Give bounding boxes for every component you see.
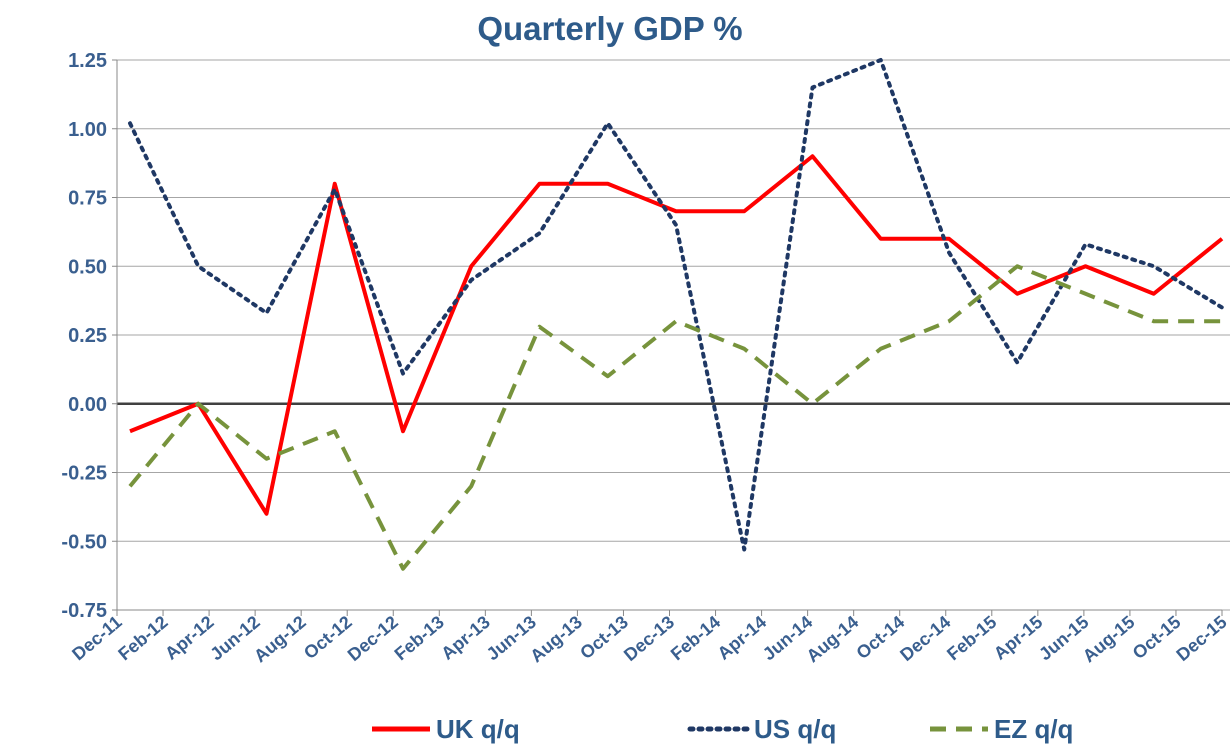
x-tick-label: Feb-15 xyxy=(943,612,1000,665)
chart-title: Quarterly GDP % xyxy=(477,10,742,47)
x-tick-label: Apr-15 xyxy=(990,612,1047,664)
x-tick-label: Feb-12 xyxy=(114,612,171,665)
x-tick-label: Dec-13 xyxy=(620,612,678,665)
series-line xyxy=(128,264,1222,571)
x-tick-label: Dec-15 xyxy=(1172,612,1230,665)
y-tick-label: -0.50 xyxy=(61,531,107,553)
x-tick-label: Apr-14 xyxy=(714,612,771,664)
x-tick-label: Aug-15 xyxy=(1079,612,1139,667)
x-tick-label: Dec-14 xyxy=(896,612,954,665)
x-tick-label: Aug-12 xyxy=(250,612,310,667)
y-tick-label: 0.25 xyxy=(68,325,107,347)
series-line xyxy=(128,58,1224,552)
x-tick-label: Feb-13 xyxy=(391,612,448,665)
x-tick-label: Apr-13 xyxy=(437,612,494,664)
y-tick-label: -0.75 xyxy=(61,600,107,622)
x-tick-label: Aug-14 xyxy=(803,612,863,667)
x-tick-label: Feb-14 xyxy=(667,612,724,665)
x-tick-label: Aug-13 xyxy=(526,612,586,667)
legend-item: EZ q/q xyxy=(930,714,1073,744)
legend-item: UK q/q xyxy=(372,714,520,744)
x-tick-label: Apr-12 xyxy=(161,612,218,664)
y-tick-label: 0.50 xyxy=(68,256,107,278)
y-tick-label: -0.25 xyxy=(61,463,107,485)
legend-label: EZ q/q xyxy=(994,714,1073,744)
series-line xyxy=(129,154,1224,516)
legend-label: US q/q xyxy=(754,714,836,744)
y-tick-label: 1.00 xyxy=(68,119,107,141)
y-tick-label: 0.00 xyxy=(68,394,107,416)
y-tick-label: 0.75 xyxy=(68,188,107,210)
legend-label: UK q/q xyxy=(436,714,520,744)
legend-item: US q/q xyxy=(687,714,836,744)
x-tick-label: Dec-12 xyxy=(344,612,402,665)
y-tick-label: 1.25 xyxy=(68,50,107,72)
